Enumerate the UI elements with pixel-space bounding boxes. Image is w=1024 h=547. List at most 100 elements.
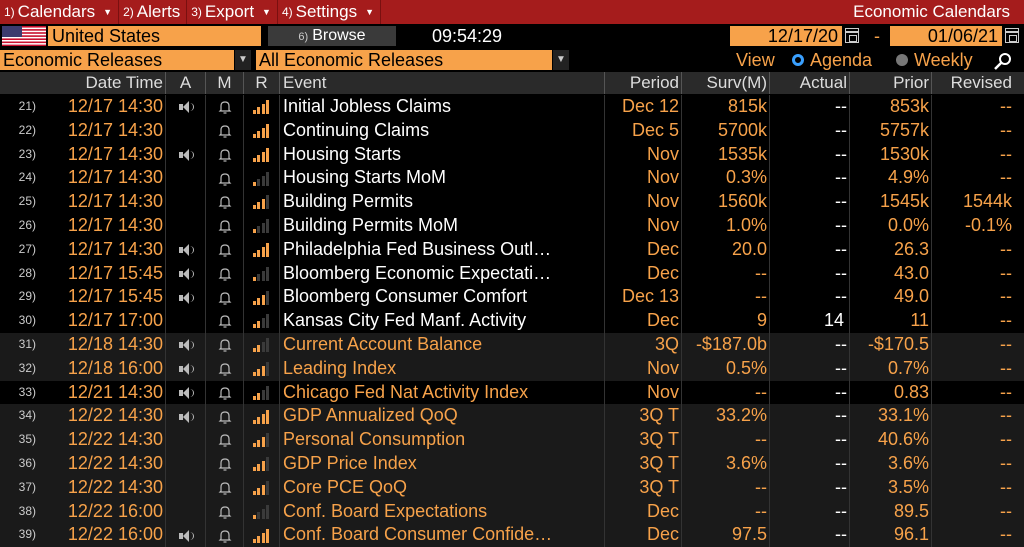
calendar-icon[interactable] [1005, 28, 1019, 43]
bell-icon[interactable] [217, 242, 233, 258]
audio-cell[interactable] [166, 213, 206, 238]
audio-cell[interactable] [166, 261, 206, 286]
audio-cell[interactable] [166, 166, 206, 191]
speaker-icon[interactable] [178, 338, 194, 352]
table-row[interactable]: 26) 12/17 14:30 Building Permits MoM Nov 1.0… [0, 213, 1024, 238]
event-name[interactable]: Personal Consumption [280, 428, 605, 452]
alert-cell[interactable] [206, 332, 244, 357]
alert-cell[interactable] [206, 142, 244, 167]
alert-cell[interactable] [206, 428, 244, 452]
speaker-icon[interactable] [178, 362, 194, 376]
alert-cell[interactable] [206, 213, 244, 238]
event-name[interactable]: Conf. Board Expectations [280, 499, 605, 524]
table-row[interactable]: 22) 12/17 14:30 Continuing Claims Dec 5 5700… [0, 118, 1024, 143]
row-number[interactable]: 32) [18, 360, 36, 375]
calendar-icon[interactable] [845, 28, 859, 43]
alert-cell[interactable] [206, 309, 244, 333]
search-icon[interactable] [992, 52, 1014, 70]
bell-icon[interactable] [217, 385, 233, 401]
alert-cell[interactable] [206, 95, 244, 119]
event-name[interactable]: Core PCE QoQ [280, 475, 605, 500]
audio-cell[interactable] [166, 142, 206, 167]
speaker-icon[interactable] [178, 291, 194, 305]
table-row[interactable]: 35) 12/22 14:30 Personal Consumption 3Q T --… [0, 428, 1024, 452]
row-number[interactable]: 39) [18, 527, 36, 542]
table-row[interactable]: 38) 12/22 16:00 Conf. Board Expectations De… [0, 499, 1024, 524]
alert-cell[interactable] [206, 475, 244, 500]
event-name[interactable]: Building Permits [280, 190, 605, 214]
row-number[interactable]: 23) [18, 146, 36, 161]
row-number[interactable]: 34) [18, 408, 36, 423]
chevron-down-icon[interactable]: ▼ [235, 50, 251, 70]
alert-cell[interactable] [206, 523, 244, 547]
alert-cell[interactable] [206, 404, 244, 429]
row-number[interactable]: 22) [18, 122, 36, 137]
browse-button[interactable]: 6) Browse [268, 26, 396, 46]
date-from-field[interactable]: 12/17/20 [730, 26, 842, 46]
radio-agenda-label[interactable]: Agenda [810, 50, 873, 70]
bell-icon[interactable] [217, 504, 233, 520]
table-row[interactable]: 30) 12/17 17:00 Kansas City Fed Manf. Acti… [0, 309, 1024, 333]
bell-icon[interactable] [217, 337, 233, 353]
bell-icon[interactable] [217, 480, 233, 496]
alert-cell[interactable] [206, 190, 244, 214]
event-name[interactable]: Housing Starts MoM [280, 166, 605, 191]
radio-agenda[interactable] [792, 54, 804, 66]
row-number[interactable]: 28) [18, 265, 36, 280]
alert-cell[interactable] [206, 380, 244, 405]
menu-alerts[interactable]: 2) Alerts [119, 0, 188, 24]
header-audio[interactable]: A [166, 72, 206, 94]
alert-cell[interactable] [206, 166, 244, 191]
alert-cell[interactable] [206, 285, 244, 310]
table-row[interactable]: 23) 12/17 14:30 Housing Starts Nov 1535k -- 15… [0, 142, 1024, 167]
table-row[interactable]: 36) 12/22 14:30 GDP Price Index 3Q T 3.6% -- 3… [0, 451, 1024, 476]
speaker-icon[interactable] [178, 148, 194, 162]
table-row[interactable]: 34) 12/22 14:30 GDP Annualized QoQ 3Q T 33.2… [0, 404, 1024, 429]
row-number[interactable]: 35) [18, 432, 36, 447]
event-name[interactable]: Philadelphia Fed Business Outl… [280, 237, 605, 262]
row-number[interactable]: 36) [18, 455, 36, 470]
bell-icon[interactable] [217, 290, 233, 306]
audio-cell[interactable] [166, 118, 206, 143]
table-row[interactable]: 32) 12/18 16:00 Leading Index Nov 0.5% -- 0.7%… [0, 356, 1024, 381]
radio-weekly-label[interactable]: Weekly [914, 50, 973, 70]
row-number[interactable]: 33) [18, 384, 36, 399]
bell-icon[interactable] [217, 313, 233, 329]
row-number[interactable]: 30) [18, 313, 36, 328]
audio-cell[interactable] [166, 523, 206, 547]
table-row[interactable]: 25) 12/17 14:30 Building Permits Nov 1560k --… [0, 190, 1024, 214]
speaker-icon[interactable] [178, 243, 194, 257]
radio-weekly[interactable] [896, 54, 908, 66]
bell-icon[interactable] [217, 123, 233, 139]
category-dropdown[interactable]: Economic Releases [0, 50, 234, 70]
table-row[interactable]: 27) 12/17 14:30 Philadelphia Fed Business … [0, 237, 1024, 262]
audio-cell[interactable] [166, 428, 206, 452]
speaker-icon[interactable] [178, 386, 194, 400]
table-row[interactable]: 33) 12/21 14:30 Chicago Fed Nat Activity I… [0, 380, 1024, 405]
bell-icon[interactable] [217, 194, 233, 210]
row-number[interactable]: 29) [18, 289, 36, 304]
speaker-icon[interactable] [178, 267, 194, 281]
date-to-field[interactable]: 01/06/21 [890, 26, 1002, 46]
header-prior[interactable]: Prior [850, 72, 932, 94]
row-number[interactable]: 37) [18, 479, 36, 494]
menu-calendars[interactable]: 1) Calendars ▼ [0, 0, 120, 24]
event-name[interactable]: GDP Price Index [280, 451, 605, 476]
audio-cell[interactable] [166, 356, 206, 381]
row-number[interactable]: 24) [18, 170, 36, 185]
audio-cell[interactable] [166, 404, 206, 429]
speaker-icon[interactable] [178, 410, 194, 424]
header-relevance[interactable]: R [244, 72, 280, 94]
audio-cell[interactable] [166, 475, 206, 500]
audio-cell[interactable] [166, 190, 206, 214]
table-row[interactable]: 37) 12/22 14:30 Core PCE QoQ 3Q T -- -- 3.5% -- [0, 475, 1024, 500]
bell-icon[interactable] [217, 147, 233, 163]
bell-icon[interactable] [217, 266, 233, 282]
bell-icon[interactable] [217, 528, 233, 544]
header-actual[interactable]: Actual [770, 72, 850, 94]
alert-cell[interactable] [206, 499, 244, 524]
alert-cell[interactable] [206, 118, 244, 143]
header-event[interactable]: Event [280, 72, 605, 94]
table-row[interactable]: 29) 12/17 15:45 Bloomberg Consumer Comfort… [0, 285, 1024, 310]
alert-cell[interactable] [206, 237, 244, 262]
